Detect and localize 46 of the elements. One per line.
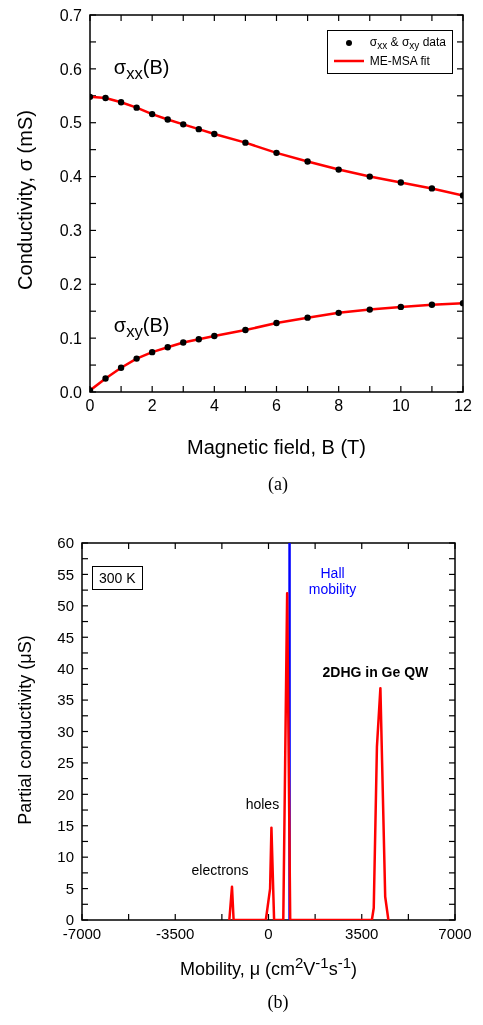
y-tick-label: 0.4 — [59, 168, 83, 186]
y-tick-label: 20 — [57, 785, 74, 803]
y-tick-label: 50 — [57, 597, 74, 615]
text: (a) — [268, 474, 288, 495]
x-axis-title: Magnetic field, B (T) — [187, 436, 366, 459]
y-axis-title: Partial conductivity (μS) — [14, 635, 36, 825]
x-tick-label: 3500 — [345, 924, 379, 942]
annotation: holes — [245, 795, 280, 812]
annotation: 2DHG in Ge QW — [322, 663, 429, 681]
x-tick-label: -3500 — [156, 924, 195, 942]
annotation: 300 K — [92, 566, 143, 590]
y-tick-label: 45 — [57, 628, 74, 646]
x-tick-label: 0 — [85, 397, 95, 415]
x-tick-label: 7000 — [438, 924, 472, 942]
x-tick-label: 6 — [272, 397, 282, 415]
y-tick-label: 15 — [57, 817, 74, 835]
y-tick-label: 0.2 — [59, 275, 83, 293]
y-tick-label: 35 — [57, 691, 74, 709]
y-tick-label: 0.5 — [59, 114, 83, 132]
y-tick-label: 0.3 — [59, 222, 83, 240]
y-tick-label: 40 — [57, 659, 74, 677]
annotation: electrons — [191, 861, 249, 878]
y-tick-label: 0.1 — [59, 329, 83, 347]
y-tick-label: 0.7 — [59, 6, 83, 24]
y-tick-label: 0.6 — [59, 60, 83, 78]
annotation: σ$_{xx}$(B) — [113, 55, 170, 83]
legend-label: σ$_{xx}$ & σ$_{xy}$ data — [369, 34, 446, 52]
y-tick-label: 55 — [57, 565, 74, 583]
x-axis-title: Mobility, μ (cm$^{2}$V$^{-1}$s$^{-1}$) — [179, 954, 358, 980]
y-tick-label: 0.0 — [59, 383, 83, 401]
x-tick-label: 10 — [391, 397, 410, 415]
x-tick-label: 12 — [454, 397, 472, 415]
legend-label: ME-MSA fit — [369, 54, 430, 68]
ref-line-label: Hall mobility — [307, 565, 358, 598]
text: (b) — [267, 992, 289, 1013]
y-tick-label: 5 — [65, 879, 74, 897]
y-tick-label: 60 — [57, 534, 74, 552]
x-tick-label: 8 — [334, 397, 344, 415]
y-tick-label: 10 — [57, 848, 74, 866]
x-tick-label: 2 — [147, 397, 157, 415]
y-axis-title: Conductivity, σ (mS) — [13, 110, 37, 290]
y-tick-label: 25 — [57, 754, 74, 772]
y-tick-label: 30 — [57, 722, 74, 740]
x-tick-label: 4 — [209, 397, 219, 415]
annotation: σ$_{xy}$(B) — [113, 313, 170, 341]
x-tick-label: 0 — [264, 924, 273, 942]
